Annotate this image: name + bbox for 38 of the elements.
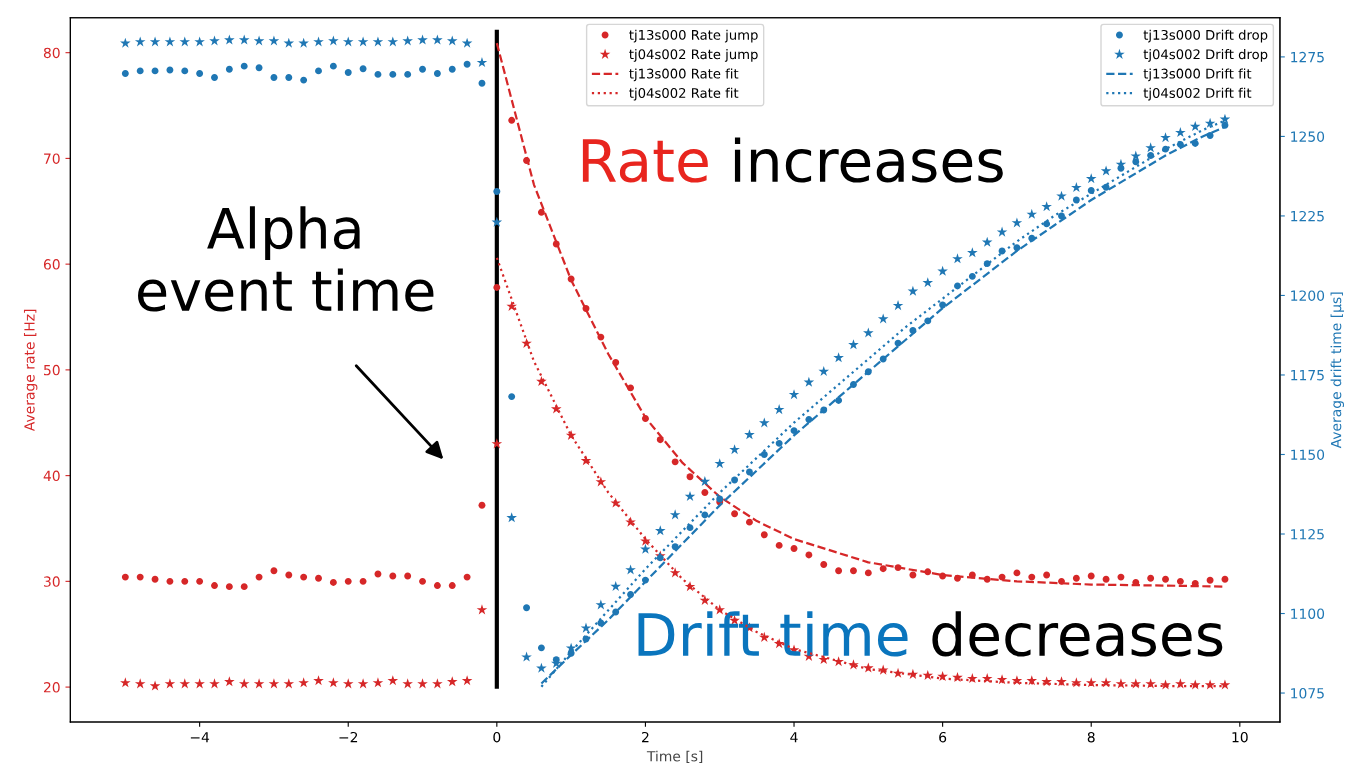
y2-tick-label: 1200 bbox=[1291, 290, 1325, 301]
annotation: Drift time decreases bbox=[638, 611, 1223, 657]
x-axis-title: Time [s] bbox=[646, 750, 703, 764]
y-tick-label: 50 bbox=[44, 364, 60, 376]
legend-label: tj04s002 Rate jump bbox=[629, 49, 758, 62]
y-axis-title: Average rate [Hz] bbox=[23, 309, 38, 432]
y2-tick-label: 1175 bbox=[1291, 370, 1324, 381]
legend-label: tj13s000 Drift fit bbox=[1143, 68, 1252, 82]
y2-tick-label: 1100 bbox=[1291, 608, 1325, 619]
x-tick-label: 4 bbox=[790, 732, 798, 743]
y-tick-label: 60 bbox=[43, 259, 60, 270]
y2-axis-title: Average drift time [μs] bbox=[1330, 292, 1344, 449]
annotation: Rate increases bbox=[582, 137, 1003, 183]
y2-tick-label: 1125 bbox=[1291, 528, 1324, 540]
legend-label: tj13s000 Rate fit bbox=[629, 68, 739, 82]
x-tick-label: 2 bbox=[642, 731, 649, 743]
y-tick-label: 30 bbox=[44, 576, 60, 587]
y-tick-label: 80 bbox=[43, 47, 60, 59]
y-tick-label: 20 bbox=[43, 682, 60, 693]
x-tick-label: 8 bbox=[1087, 731, 1095, 743]
y-tick-label: 40 bbox=[43, 470, 60, 482]
annotation: Alpha event time bbox=[138, 206, 434, 312]
legend-label: tj13s000 Drift drop bbox=[1143, 29, 1268, 43]
y-tick-label: 70 bbox=[44, 153, 60, 164]
y2-tick-label: 1150 bbox=[1291, 449, 1325, 460]
y2-tick-label: 1275 bbox=[1291, 51, 1324, 63]
y2-tick-label: 1075 bbox=[1291, 688, 1324, 699]
legend-label: tj13s000 Rate jump bbox=[629, 29, 758, 43]
legend-label: tj04s002 Rate fit bbox=[629, 87, 739, 101]
x-tick-label: −4 bbox=[190, 732, 210, 743]
x-tick-label: 0 bbox=[493, 731, 501, 743]
legend-label: tj04s002 Drift drop bbox=[1143, 49, 1268, 62]
y2-tick-label: 1225 bbox=[1291, 210, 1324, 222]
x-tick-label: −2 bbox=[339, 731, 358, 743]
legend-label: tj04s002 Drift fit bbox=[1143, 87, 1252, 101]
y2-tick-label: 1250 bbox=[1291, 131, 1325, 142]
x-tick-label: 10 bbox=[1232, 731, 1248, 743]
x-tick-label: 6 bbox=[939, 731, 947, 743]
